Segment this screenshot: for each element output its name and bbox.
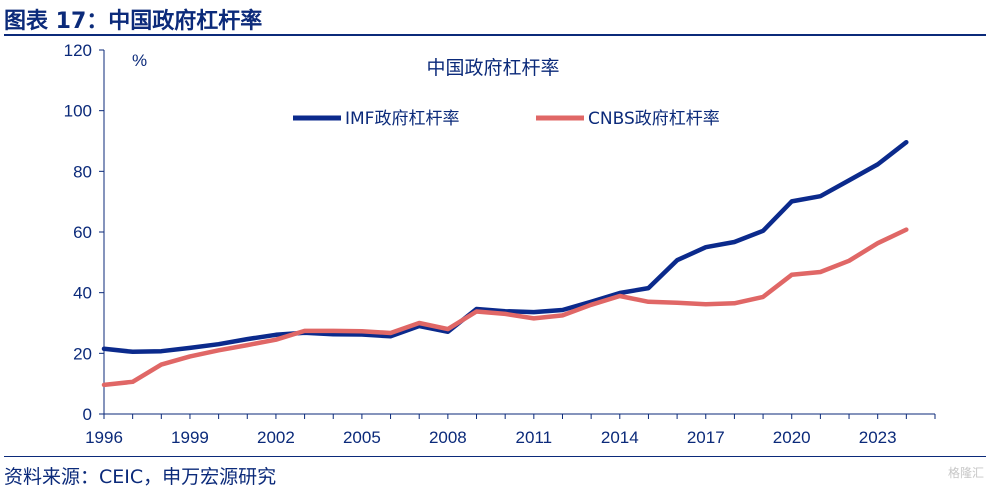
y-tick-label: 20 xyxy=(73,344,92,363)
y-tick-label: 40 xyxy=(73,284,92,303)
x-tick-label: 2005 xyxy=(343,428,381,447)
y-tick-label: 60 xyxy=(73,223,92,242)
footer-rule xyxy=(4,456,986,457)
series-lines xyxy=(101,139,909,388)
title-rule xyxy=(4,34,986,36)
y-tick-label: 0 xyxy=(83,405,92,424)
x-tick-label: 2014 xyxy=(601,428,639,447)
y-tick-label: 100 xyxy=(64,102,92,121)
legend-label: CNBS政府杠杆率 xyxy=(588,109,720,129)
y-tick-label: 120 xyxy=(64,41,92,60)
x-tick-label: 2017 xyxy=(687,428,725,447)
x-tick-label: 2008 xyxy=(429,428,467,447)
chart-title: 中国政府杠杆率 xyxy=(426,57,559,79)
axes: 0 20 40 60 80 100 120 1996 1999 2002 2005 2008 2011 2… xyxy=(64,41,936,447)
x-tick-label: 2011 xyxy=(516,428,553,447)
legend: IMF政府杠杆率 CNBS政府杠杆率 xyxy=(293,109,720,129)
legend-label: IMF政府杠杆率 xyxy=(345,109,459,129)
y-tick-label: 80 xyxy=(73,162,92,181)
line-chart: 0 20 40 60 80 100 120 1996 1999 2002 2005 2008 2011 2… xyxy=(64,41,936,447)
unit-label: % xyxy=(132,51,147,70)
imf-series-line xyxy=(101,139,909,355)
x-tick-label: 2020 xyxy=(773,428,811,447)
watermark-text: 格隆汇 xyxy=(947,466,984,480)
figure-title: 图表 17：中国政府杠杆率 xyxy=(4,9,263,34)
source-note: 资料来源：CEIC，申万宏源研究 xyxy=(4,466,277,488)
x-tick-label: 2023 xyxy=(859,428,897,447)
x-tick-label: 1999 xyxy=(171,428,209,447)
x-tick-label: 2002 xyxy=(257,428,295,447)
cnbs-series-line xyxy=(101,227,909,388)
x-tick-label: 1996 xyxy=(85,428,123,447)
